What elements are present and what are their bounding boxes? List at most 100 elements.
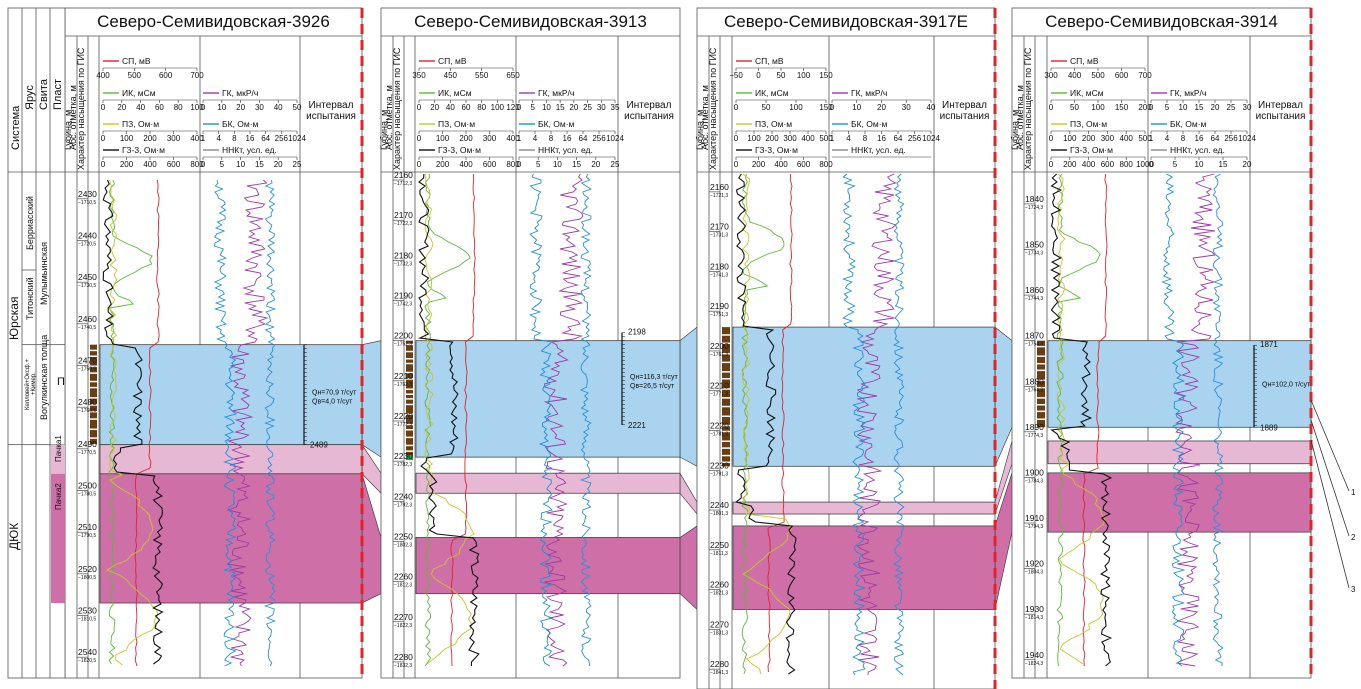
oil-rate: Qн=116,3 т/сут (630, 374, 678, 381)
scale-tick-label: 5 (1165, 103, 1170, 112)
abs-elevation-value: −1791,3 (710, 471, 728, 477)
plast-p: П (57, 376, 65, 388)
scale-tick-label: 300 (1044, 71, 1058, 80)
scale-tick-label: 800 (506, 160, 520, 169)
scale-tick-label: 0 (1049, 103, 1054, 112)
saturation-oil-block (1037, 347, 1045, 356)
scale-tick-label: 550 (475, 71, 489, 80)
pachka2-cell (51, 473, 65, 603)
scale-tick-label: 15 (1219, 160, 1228, 169)
pachka1-zone-fill (99, 444, 363, 475)
saturation-oil-block (90, 412, 97, 419)
scale-tick-label: 50 (762, 103, 771, 112)
abs-elevation-value: −1730,5 (78, 283, 96, 289)
abs-elevation-value: −1821,3 (710, 591, 728, 597)
scale-tick-label: 300 (783, 134, 797, 143)
abs-elevation-value: −1740,5 (78, 325, 96, 331)
depth-value: 2460 (78, 314, 97, 324)
svita-mulymya: Мулымьинская (39, 242, 49, 305)
scale-tick-label: 30 (902, 103, 911, 112)
scale-tick-label: 5 (536, 160, 541, 169)
scale-tick-label: 800 (1120, 160, 1134, 169)
saturation-oil-block (722, 344, 730, 353)
saturation-oil-block (406, 373, 413, 379)
sp-curve (1082, 173, 1108, 667)
saturation-oil-block (1037, 419, 1045, 428)
curve-name-curve_gz: ГЗ-3, Ом·м (755, 145, 798, 155)
scale-tick-label: 4 (1165, 134, 1170, 143)
saturation-oil-block (1037, 364, 1045, 370)
saturation-oil-block (406, 399, 413, 404)
scale-tick-label: 400 (96, 71, 110, 80)
pz-curve (1056, 173, 1106, 665)
right-labels: 1 2 3 (1310, 399, 1356, 594)
scale-tick-label: 15 (556, 103, 565, 112)
depth-value: 2170 (394, 210, 413, 220)
scale-tick-label: 20 (274, 160, 283, 169)
pz-curve (741, 173, 793, 675)
saturation-oil-block (90, 430, 97, 438)
saturation-oil-block (722, 448, 730, 455)
curve-name-curve_gk: ГК, мкР/ч (222, 88, 258, 98)
saturation-oil-block (722, 407, 730, 416)
scale-tick-label: 256 (592, 134, 606, 143)
depth-value: 2240 (394, 491, 413, 501)
scale-tick-label: 200 (459, 134, 473, 143)
abs-elevation-value: −1800,5 (78, 575, 96, 581)
scale-tick-label: 0 (417, 103, 422, 112)
pachka2-label: Пачка2 (54, 483, 63, 510)
scale-tick-label: 0 (101, 103, 106, 112)
leader-line (1310, 439, 1350, 589)
scale-tick-label: 60 (155, 103, 164, 112)
abs-elevation-value: −1831,3 (710, 630, 728, 636)
saturation-oil-block (406, 405, 413, 414)
sp-curve (134, 179, 160, 667)
abs-elevation-value: −1784,3 (1025, 478, 1043, 484)
abs-elevation-value: −1712,3 (394, 181, 412, 187)
abs-elevation-value: −1734,3 (1025, 250, 1043, 256)
right-label: 2 (1351, 533, 1356, 542)
scale-tick-label: 200 (143, 134, 157, 143)
curve-name-curve_sp: СП, мВ (1070, 56, 1099, 66)
abs-elevation-value: −1790,5 (78, 533, 96, 539)
scale-tick-label: 10 (542, 103, 551, 112)
curve-name-curve_ik: ИК, мСм (438, 88, 472, 98)
scale-tick-label: 20 (591, 160, 600, 169)
depth-value: 2190 (710, 301, 729, 311)
saturation-oil-block (722, 426, 730, 431)
scale-tick-label: 10 (852, 103, 861, 112)
depth-value: 2530 (78, 606, 97, 616)
abs-elevation-value: −1770,5 (78, 450, 96, 456)
sp-curve (450, 173, 476, 667)
ik-curve (741, 173, 785, 675)
saturation-oil-block (722, 463, 730, 467)
abs-elevation-value: −1810,5 (78, 617, 96, 623)
saturation-oil-block (406, 359, 413, 363)
scale-tick-label: 200 (120, 160, 134, 169)
depth-header-1: Губина, м (695, 110, 705, 150)
saturation-oil-block (722, 379, 730, 389)
right-label: 3 (1351, 585, 1356, 594)
depth-value: 1930 (1025, 604, 1044, 614)
saturation-oil-block (722, 417, 730, 425)
abs-elevation-value: −1761,3 (710, 352, 728, 358)
curve-name-curve_pz: ПЗ, Ом·м (438, 119, 475, 129)
abs-elevation-value: −1794,3 (1025, 524, 1043, 530)
saturation-oil-block (406, 379, 413, 389)
depth-value: 2190 (394, 291, 413, 301)
scale-tick-label: 1000 (1136, 160, 1154, 169)
scale-tick-label: 300 (1101, 134, 1115, 143)
sistema-duk: ДЮК (7, 523, 21, 550)
saturation-oil-block (722, 389, 730, 398)
saturation-oil-block (722, 327, 730, 335)
abs-elevation-value: −1744,3 (1025, 296, 1043, 302)
test-bottom-depth: 2221 (628, 421, 646, 430)
saturation-oil-block (722, 372, 730, 379)
abs-elevation-value: −1812,3 (394, 583, 412, 589)
saturation-oil-block (1037, 412, 1045, 419)
scale-tick-label: 20 (877, 103, 886, 112)
depth-value: 2540 (78, 647, 97, 657)
depth-value: 2430 (78, 189, 97, 199)
depth-value: 1900 (1025, 467, 1044, 477)
